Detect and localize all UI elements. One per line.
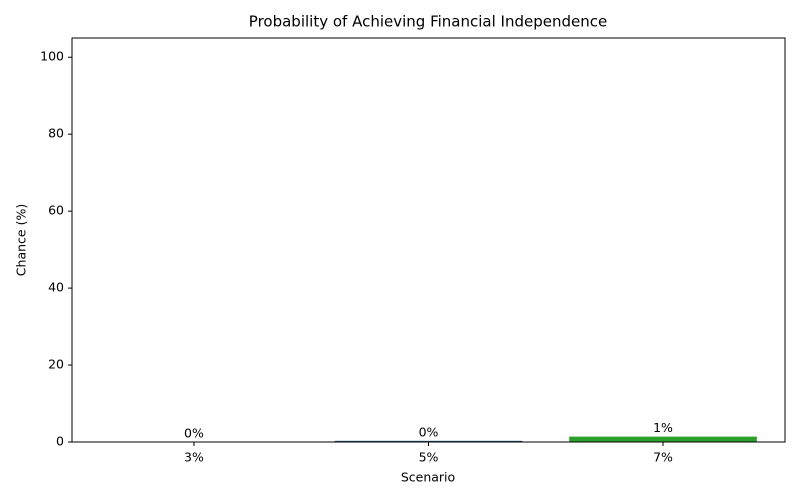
value-label: 0% xyxy=(419,424,439,439)
bar xyxy=(334,440,523,442)
y-tick-label: 80 xyxy=(48,126,64,141)
y-tick-label: 20 xyxy=(48,357,64,372)
bar xyxy=(569,436,757,442)
value-label: 0% xyxy=(184,426,204,441)
y-tick-label: 40 xyxy=(48,280,64,295)
x-axis-label: Scenario xyxy=(401,470,455,485)
x-tick-label: 5% xyxy=(419,450,439,465)
y-axis-label: Chance (%) xyxy=(14,204,29,276)
x-tick-label: 3% xyxy=(184,450,204,465)
y-tick-label: 100 xyxy=(40,49,64,64)
y-tick-label: 60 xyxy=(48,203,64,218)
chart-title: Probability of Achieving Financial Indep… xyxy=(249,13,607,31)
plot-frame xyxy=(71,37,786,443)
value-label: 1% xyxy=(653,420,673,435)
x-tick-label: 7% xyxy=(653,450,673,465)
y-tick-label: 0 xyxy=(56,434,64,449)
